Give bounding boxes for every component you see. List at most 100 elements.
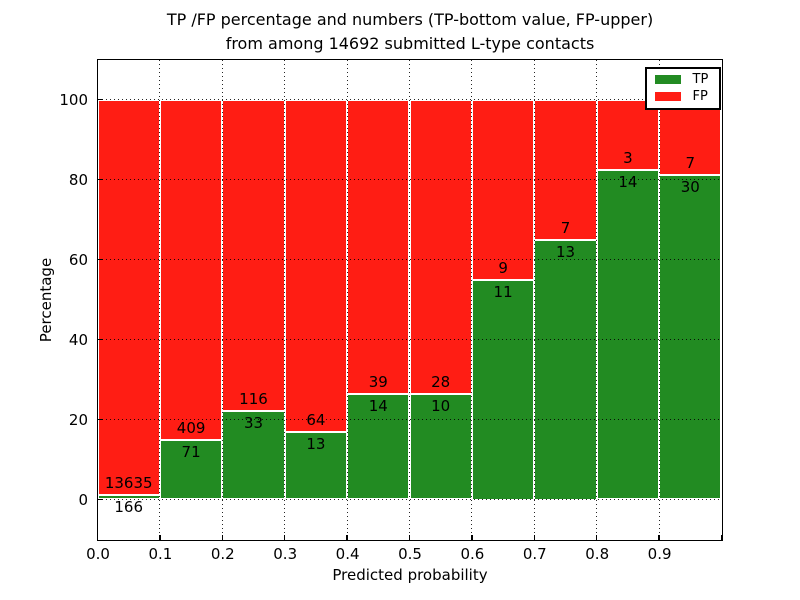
- fp-count-label: 28: [431, 373, 451, 392]
- vertical-gridline: [533, 59, 535, 540]
- horizontal-gridline: [97, 179, 722, 180]
- bar-segment-tp: [534, 239, 597, 500]
- vertical-gridline: [159, 59, 161, 540]
- fp-color-swatch: [654, 91, 681, 101]
- x-tick-label: 0.1: [148, 545, 173, 563]
- tp-count-label: 33: [243, 413, 264, 432]
- bar-segment-fp: [659, 99, 722, 176]
- bar-segment-fp: [471, 99, 535, 280]
- horizontal-gridline: [97, 499, 722, 500]
- y-tick-label: 60: [68, 251, 88, 269]
- bar-segment-fp: [159, 99, 223, 441]
- tp-count-label: 14: [618, 173, 638, 192]
- vertical-gridline: [346, 59, 348, 540]
- x-tick-mark: [159, 534, 161, 540]
- y-axis-label: Percentage: [37, 257, 55, 343]
- plot-inner: 13635 166 409 71 116 33 64 13 39 14 28 10 9 11 7 13 3 14 7…: [96, 59, 723, 540]
- tp-count-label: 13: [306, 434, 326, 453]
- x-tick-mark: [346, 534, 348, 540]
- y-tick-label: 0: [78, 491, 88, 509]
- fp-count-label: 116: [239, 389, 268, 408]
- x-tick-mark: [595, 534, 598, 540]
- x-tick-mark: [720, 534, 723, 540]
- y-tick-label: 100: [59, 91, 88, 109]
- x-tick-label: 0.7: [522, 545, 547, 563]
- y-tick-mark: [97, 338, 103, 341]
- plot-area: 13635 166 409 71 116 33 64 13 39 14 28 10 9 11 7 13 3 14 7…: [96, 58, 723, 541]
- x-tick-label: 0.3: [273, 545, 298, 563]
- legend-item-tp: TP: [654, 72, 711, 88]
- chart-title-line1: TP /FP percentage and numbers (TP-bottom…: [166, 10, 654, 29]
- horizontal-gridline: [97, 339, 722, 340]
- y-tick-mark: [97, 178, 103, 181]
- legend-label-tp: TP: [692, 72, 709, 88]
- x-tick-label: 0.4: [335, 545, 360, 563]
- x-tick-label: 0.5: [398, 545, 422, 563]
- x-tick-mark: [283, 534, 286, 540]
- vertical-gridline: [284, 59, 286, 540]
- tp-count-label: 71: [181, 443, 201, 462]
- bar-segment-tp: [159, 440, 223, 500]
- x-axis-label: Predicted probability: [332, 566, 488, 584]
- fp-count-label: 7: [560, 218, 571, 237]
- x-tick-mark: [471, 534, 473, 540]
- bar-segment-fp: [284, 99, 348, 432]
- y-tick-label: 40: [68, 331, 88, 349]
- y-tick-label: 80: [68, 171, 88, 189]
- bar-segment-fp: [347, 99, 410, 394]
- vertical-gridline: [409, 59, 410, 540]
- bar-segment-fp: [222, 99, 285, 411]
- x-tick-label: 0.2: [210, 545, 235, 563]
- bar-segment-tp: [284, 431, 348, 500]
- bar-segment-tp: [659, 175, 722, 500]
- bar-segment-tp: [222, 410, 285, 500]
- horizontal-gridline: [97, 259, 722, 260]
- x-tick-mark: [658, 534, 660, 540]
- bar-segment-fp: [97, 99, 160, 495]
- x-tick-label: 0.0: [86, 545, 110, 563]
- fp-count-label: 7: [685, 154, 696, 173]
- vertical-gridline: [658, 59, 660, 540]
- y-tick-mark: [97, 418, 103, 421]
- tp-count-label: 11: [493, 282, 513, 301]
- x-tick-mark: [408, 534, 411, 540]
- x-tick-mark: [96, 534, 99, 540]
- fp-count-label: 9: [498, 258, 508, 277]
- vertical-gridline: [596, 59, 598, 540]
- fp-count-label: 3: [623, 149, 633, 168]
- fp-count-label: 64: [306, 410, 326, 429]
- fp-count-label: 39: [368, 372, 388, 391]
- tp-color-swatch: [654, 75, 681, 85]
- tp-count-label: 13: [555, 242, 576, 261]
- legend-label-fp: FP: [692, 88, 708, 104]
- x-tick-label: 0.6: [460, 545, 485, 563]
- x-tick-mark: [533, 534, 536, 540]
- y-tick-mark: [97, 498, 103, 501]
- chart-title-line2: from among 14692 submitted L-type contac…: [225, 34, 595, 53]
- x-tick-label: 0.8: [585, 545, 610, 563]
- tp-count-label: 10: [431, 397, 451, 416]
- horizontal-gridline: [97, 419, 722, 420]
- vertical-gridline: [221, 59, 223, 540]
- legend: TP FP: [644, 66, 721, 110]
- bar-segment-fp: [409, 99, 472, 395]
- fp-count-label: 409: [176, 419, 206, 438]
- bar-segment-fp: [596, 99, 660, 171]
- bar-segment-tp: [596, 170, 660, 500]
- x-tick-label: 0.9: [647, 545, 672, 563]
- tp-count-label: 166: [114, 497, 144, 516]
- tp-count-label: 30: [680, 178, 700, 197]
- bar-segment-tp: [347, 393, 410, 500]
- y-tick-mark: [97, 98, 103, 101]
- y-tick-label: 20: [68, 411, 88, 429]
- vertical-gridline: [471, 59, 473, 540]
- horizontal-gridline: [97, 99, 722, 100]
- fp-count-label: 13635: [104, 473, 153, 492]
- x-tick-mark: [221, 534, 224, 540]
- bar-segment-tp: [409, 394, 472, 500]
- bar-segment-tp: [471, 279, 535, 500]
- legend-item-fp: FP: [654, 88, 711, 104]
- bar-segment-fp: [534, 99, 597, 240]
- y-tick-mark: [97, 258, 103, 261]
